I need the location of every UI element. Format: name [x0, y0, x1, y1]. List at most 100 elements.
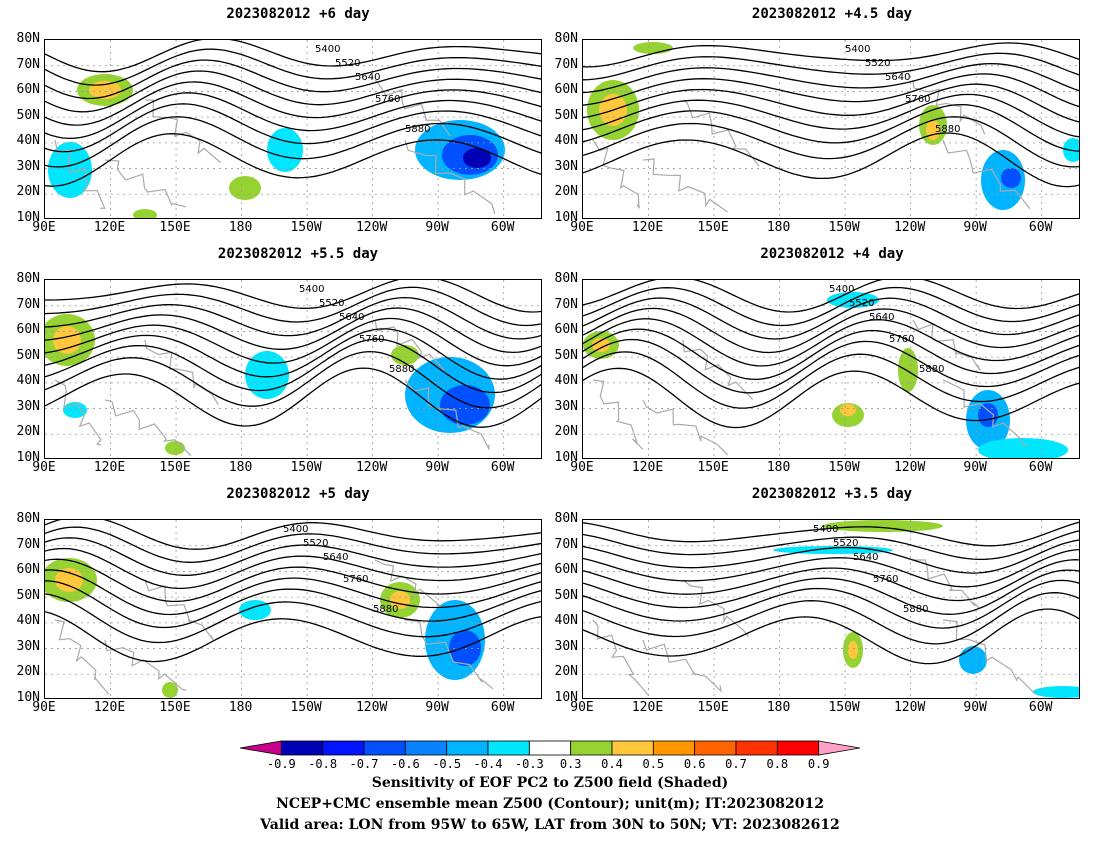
lon-tick-label: 150W [290, 460, 322, 475]
contour-label: 5760 [889, 334, 914, 345]
lat-tick-label: 30N [554, 158, 578, 174]
sensitivity-shading [592, 338, 610, 352]
lat-tick-label: 70N [554, 296, 578, 312]
sensitivity-shading [440, 385, 490, 425]
map-plot-4: 5400 5520 5640 5760 5880 [583, 280, 1079, 458]
lat-tick-label: 40N [554, 373, 578, 389]
sensitivity-shading [239, 600, 271, 620]
lon-tick-label: 150W [290, 220, 322, 235]
z500-contour [45, 338, 541, 394]
lat-tick-label: 60N [16, 322, 40, 338]
lon-tick-label: 180 [766, 460, 791, 475]
z500-contour [45, 537, 541, 576]
panel-title-1: 2023082012 +6 day [226, 6, 370, 22]
lon-tick-label: 90E [570, 700, 594, 715]
lon-tick-label: 60W [1028, 220, 1053, 235]
lon-tick-label: 120W [355, 700, 388, 715]
colorbar-swatch [322, 740, 365, 756]
colorbar-label: -0.4 [473, 757, 503, 771]
lat-tick-label: 80N [16, 511, 40, 526]
lat-tick-label: 60N [16, 562, 40, 578]
lat-tick-label: 40N [554, 613, 578, 629]
lon-tick-label: 180 [766, 700, 791, 715]
z500-contour [583, 569, 1079, 615]
contour-label: 5400 [315, 44, 340, 55]
z500-contour [45, 547, 541, 590]
lat-tick-label: 80N [554, 511, 578, 526]
lon-tick-label: 180 [228, 460, 253, 475]
lat-tick-label: 30N [554, 398, 578, 414]
lat-tick-label: 10N [16, 210, 40, 225]
colorbar-label: 0.9 [807, 757, 830, 771]
sensitivity-shading [165, 441, 185, 455]
lon-tick-label: 60W [490, 700, 515, 715]
lat-tick-label: 80N [554, 271, 578, 286]
z500-contour [583, 548, 1079, 588]
colorbar-swatch [694, 740, 737, 756]
z500-contour [583, 132, 1079, 188]
lat-tick-label: 40N [554, 133, 578, 149]
lat-tick-label: 20N [16, 184, 40, 200]
colorbar-swatch [487, 740, 530, 756]
lon-tick-label: 150E [159, 220, 191, 235]
z500-contour [583, 367, 1079, 429]
footer-line-1: Sensitivity of EOF PC2 to Z500 field (Sh… [371, 775, 729, 791]
contour-label: 5520 [319, 298, 344, 309]
colorbar-swatch [404, 740, 448, 756]
lat-tick-label: 10N [554, 450, 578, 465]
colorbar-swatch [280, 740, 324, 756]
lon-tick-label: 90W [963, 460, 987, 475]
lon-tick-label: 90W [963, 220, 987, 235]
contour-label: 5640 [885, 72, 910, 83]
z500-contour [45, 580, 541, 629]
colorbar-label: 0.3 [559, 757, 582, 771]
colorbar-label: 0.5 [642, 757, 665, 771]
colorbar-swatch [240, 740, 282, 756]
z500-contour [583, 338, 1079, 394]
lat-tick-label: 10N [554, 210, 578, 225]
lat-tick-label: 70N [16, 56, 40, 72]
colorbar-label: 0.4 [601, 757, 623, 771]
lon-tick-label: 120W [893, 700, 926, 715]
lon-tick-label: 150E [159, 700, 191, 715]
z500-contour [45, 133, 541, 187]
z500-contour [583, 62, 1079, 94]
lat-tick-label: 70N [554, 536, 578, 552]
lat-tick-label: 50N [16, 107, 40, 123]
lat-tick-label: 10N [16, 690, 40, 705]
contour-label: 5880 [405, 124, 430, 135]
coastline [592, 319, 1028, 456]
lat-tick-label: 50N [554, 107, 578, 123]
map-plot-1: 5400 5520 5640 5760 5880 [45, 40, 541, 218]
sensitivity-shading [959, 646, 987, 674]
sensitivity-shading [840, 404, 856, 416]
z500-contour [45, 569, 541, 616]
contour-label: 5760 [343, 574, 368, 585]
colorbar-swatch [363, 740, 406, 756]
z500-contour [45, 520, 541, 550]
panel-title-3: 2023082012 +5.5 day [217, 246, 379, 262]
colorbar-swatch [611, 740, 654, 756]
colorbar-label: -0.6 [390, 757, 420, 771]
contour-label: 5640 [853, 552, 878, 563]
lat-tick-label: 60N [554, 562, 578, 578]
colorbar-swatch [735, 740, 778, 756]
sensitivity-shading [978, 403, 998, 427]
lon-tick-label: 60W [1028, 460, 1053, 475]
contour-label: 5520 [849, 298, 874, 309]
map-plot-3: 5400 5520 5640 5760 5880 [45, 280, 541, 458]
lat-tick-label: 20N [16, 664, 40, 680]
sensitivity-shading [463, 148, 491, 168]
map-panel-4: 5400 5520 5640 5760 5880 [582, 279, 1080, 459]
colorbar [240, 740, 860, 756]
sensitivity-shading [898, 348, 918, 392]
lon-tick-label: 120E [93, 460, 126, 475]
contour-label: 5400 [845, 44, 870, 55]
panel-title-5: 2023082012 +5 day [226, 486, 370, 502]
lat-tick-label: 50N [554, 587, 578, 603]
z500-contour [45, 611, 541, 663]
lon-tick-label: 90E [32, 460, 56, 475]
lon-tick-label: 120W [893, 460, 926, 475]
z500-contour [45, 367, 541, 428]
lon-tick-label: 120E [631, 220, 664, 235]
